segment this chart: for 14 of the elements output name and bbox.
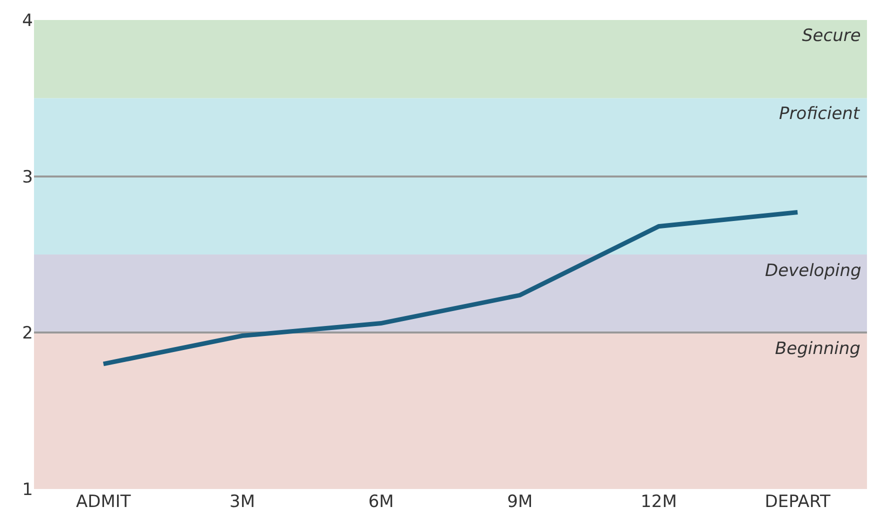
x-tick-label: 6M <box>368 492 394 512</box>
band-label: Secure <box>802 26 861 46</box>
x-tick-label: ADMIT <box>76 492 132 512</box>
x-tick-label: 12M <box>640 492 677 512</box>
band-label: Beginning <box>775 339 861 359</box>
band-label: Proficient <box>779 104 861 124</box>
y-tick-label: 1 <box>22 480 33 500</box>
x-tick-label: 3M <box>230 492 255 512</box>
band-label: Developing <box>765 261 862 281</box>
x-tick-label: 9M <box>507 492 533 512</box>
y-tick-label: 4 <box>22 10 33 31</box>
y-tick-label: 3 <box>22 167 33 188</box>
y-tick-label: 2 <box>22 324 33 344</box>
x-tick-label: DEPART <box>764 492 831 512</box>
